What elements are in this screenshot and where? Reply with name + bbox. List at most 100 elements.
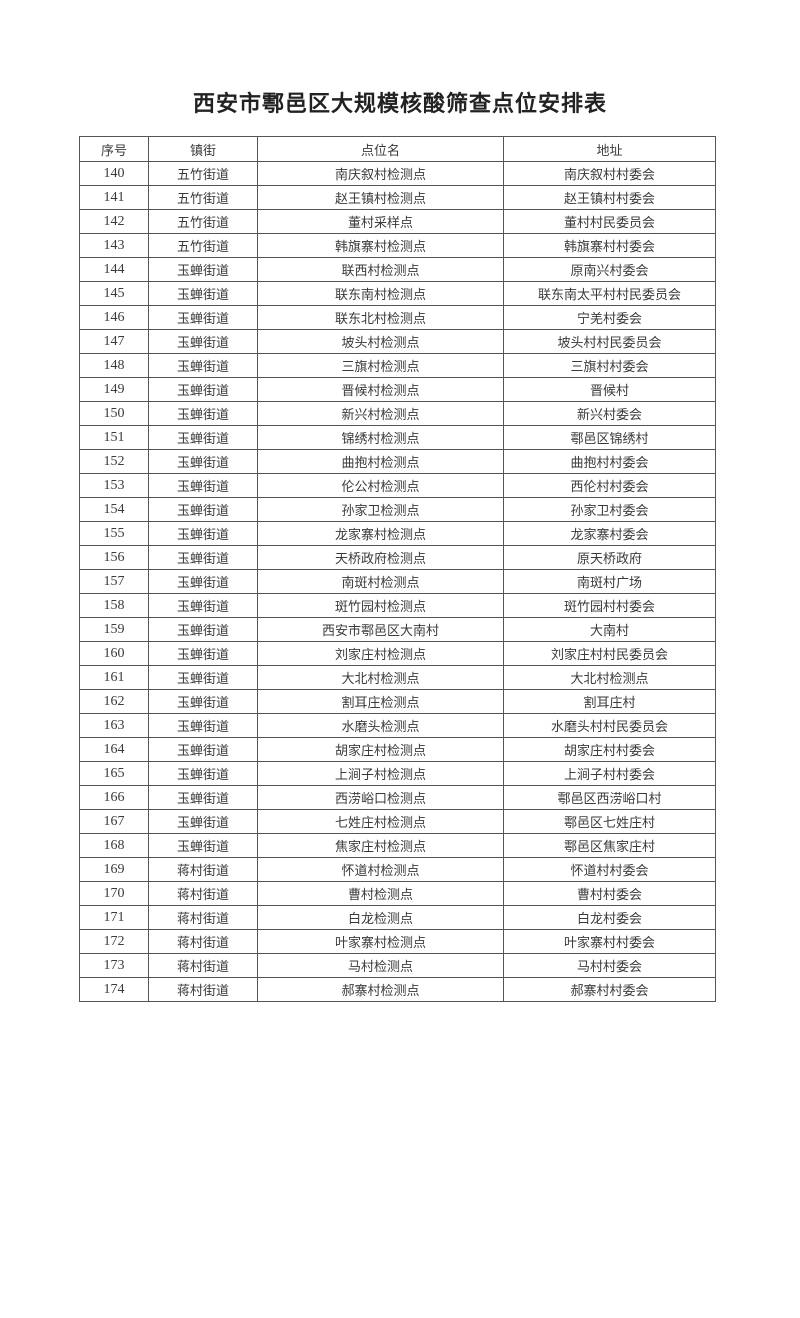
table-row: 168 玉蝉街道 焦家庄村检测点 鄠邑区焦家庄村: [79, 833, 716, 858]
cell-subdistrict: 五竹街道: [148, 185, 258, 210]
cell-address: 叶家寨村村委会: [503, 929, 716, 954]
cell-subdistrict: 玉蝉街道: [148, 569, 258, 594]
table-row: 174 蒋村街道 郝寨村检测点 郝寨村村委会: [79, 977, 716, 1002]
cell-index: 160: [79, 641, 149, 666]
cell-address: 南庆叙村村委会: [503, 161, 716, 186]
table-row: 163 玉蝉街道 水磨头检测点 水磨头村村民委员会: [79, 713, 716, 738]
cell-site-name: 南庆叙村检测点: [257, 161, 504, 186]
cell-address: 郝寨村村委会: [503, 977, 716, 1002]
cell-site-name: 刘家庄村检测点: [257, 641, 504, 666]
table-row: 160 玉蝉街道 刘家庄村检测点 刘家庄村村民委员会: [79, 641, 716, 666]
header-subdistrict: 镇街: [148, 136, 258, 162]
cell-site-name: 胡家庄村检测点: [257, 737, 504, 762]
table-row: 159 玉蝉街道 西安市鄠邑区大南村 大南村: [79, 617, 716, 642]
cell-site-name: 南斑村检测点: [257, 569, 504, 594]
cell-site-name: 西安市鄠邑区大南村: [257, 617, 504, 642]
cell-address: 马村村委会: [503, 953, 716, 978]
cell-site-name: 上涧子村检测点: [257, 761, 504, 786]
table-row: 165 玉蝉街道 上涧子村检测点 上涧子村村委会: [79, 761, 716, 786]
cell-subdistrict: 玉蝉街道: [148, 593, 258, 618]
cell-subdistrict: 玉蝉街道: [148, 449, 258, 474]
cell-index: 151: [79, 425, 149, 450]
cell-site-name: 锦绣村检测点: [257, 425, 504, 450]
cell-index: 154: [79, 497, 149, 522]
cell-address: 原天桥政府: [503, 545, 716, 570]
table-row: 155 玉蝉街道 龙家寨村检测点 龙家寨村委会: [79, 521, 716, 546]
cell-site-name: 天桥政府检测点: [257, 545, 504, 570]
cell-subdistrict: 玉蝉街道: [148, 257, 258, 282]
header-site-name: 点位名: [257, 136, 504, 162]
cell-address: 曲抱村村委会: [503, 449, 716, 474]
table-row: 153 玉蝉街道 伦公村检测点 西伦村村委会: [79, 473, 716, 498]
cell-index: 155: [79, 521, 149, 546]
table-row: 145 玉蝉街道 联东南村检测点 联东南太平村村民委员会: [79, 281, 716, 306]
table-row: 148 玉蝉街道 三旗村检测点 三旗村村委会: [79, 353, 716, 378]
cell-subdistrict: 五竹街道: [148, 233, 258, 258]
cell-index: 174: [79, 977, 149, 1002]
cell-site-name: 水磨头检测点: [257, 713, 504, 738]
cell-index: 164: [79, 737, 149, 762]
cell-subdistrict: 蒋村街道: [148, 977, 258, 1002]
cell-subdistrict: 玉蝉街道: [148, 617, 258, 642]
cell-index: 165: [79, 761, 149, 786]
cell-subdistrict: 玉蝉街道: [148, 281, 258, 306]
cell-subdistrict: 玉蝉街道: [148, 665, 258, 690]
cell-index: 168: [79, 833, 149, 858]
cell-site-name: 联西村检测点: [257, 257, 504, 282]
cell-address: 西伦村村委会: [503, 473, 716, 498]
cell-site-name: 赵王镇村检测点: [257, 185, 504, 210]
cell-address: 胡家庄村村委会: [503, 737, 716, 762]
cell-index: 153: [79, 473, 149, 498]
cell-address: 怀道村村委会: [503, 857, 716, 882]
cell-site-name: 怀道村检测点: [257, 857, 504, 882]
header-address: 地址: [503, 136, 716, 162]
cell-subdistrict: 玉蝉街道: [148, 377, 258, 402]
cell-site-name: 孙家卫检测点: [257, 497, 504, 522]
cell-site-name: 斑竹园村检测点: [257, 593, 504, 618]
cell-address: 曹村村委会: [503, 881, 716, 906]
cell-index: 163: [79, 713, 149, 738]
cell-subdistrict: 蒋村街道: [148, 857, 258, 882]
cell-subdistrict: 玉蝉街道: [148, 689, 258, 714]
table-row: 149 玉蝉街道 晋候村检测点 晋候村: [79, 377, 716, 402]
cell-site-name: 西涝峪口检测点: [257, 785, 504, 810]
cell-address: 鄠邑区焦家庄村: [503, 833, 716, 858]
cell-address: 白龙村委会: [503, 905, 716, 930]
table-row: 171 蒋村街道 白龙检测点 白龙村委会: [79, 905, 716, 930]
table-row: 146 玉蝉街道 联东北村检测点 宁羌村委会: [79, 305, 716, 330]
table-row: 167 玉蝉街道 七姓庄村检测点 鄠邑区七姓庄村: [79, 809, 716, 834]
cell-index: 172: [79, 929, 149, 954]
cell-subdistrict: 玉蝉街道: [148, 497, 258, 522]
cell-address: 孙家卫村委会: [503, 497, 716, 522]
cell-site-name: 郝寨村检测点: [257, 977, 504, 1002]
cell-subdistrict: 玉蝉街道: [148, 785, 258, 810]
cell-subdistrict: 玉蝉街道: [148, 329, 258, 354]
cell-index: 156: [79, 545, 149, 570]
cell-site-name: 焦家庄村检测点: [257, 833, 504, 858]
cell-address: 联东南太平村村民委员会: [503, 281, 716, 306]
cell-site-name: 马村检测点: [257, 953, 504, 978]
cell-site-name: 晋候村检测点: [257, 377, 504, 402]
table-row: 164 玉蝉街道 胡家庄村检测点 胡家庄村村委会: [79, 737, 716, 762]
cell-site-name: 叶家寨村检测点: [257, 929, 504, 954]
cell-subdistrict: 玉蝉街道: [148, 761, 258, 786]
cell-address: 新兴村委会: [503, 401, 716, 426]
cell-address: 鄠邑区西涝峪口村: [503, 785, 716, 810]
table-row: 141 五竹街道 赵王镇村检测点 赵王镇村村委会: [79, 185, 716, 210]
cell-index: 145: [79, 281, 149, 306]
table-row: 154 玉蝉街道 孙家卫检测点 孙家卫村委会: [79, 497, 716, 522]
cell-subdistrict: 玉蝉街道: [148, 353, 258, 378]
table-row: 157 玉蝉街道 南斑村检测点 南斑村广场: [79, 569, 716, 594]
cell-index: 143: [79, 233, 149, 258]
cell-index: 148: [79, 353, 149, 378]
cell-address: 三旗村村委会: [503, 353, 716, 378]
table-row: 170 蒋村街道 曹村检测点 曹村村委会: [79, 881, 716, 906]
cell-address: 南斑村广场: [503, 569, 716, 594]
cell-site-name: 白龙检测点: [257, 905, 504, 930]
cell-index: 169: [79, 857, 149, 882]
table-row: 142 五竹街道 董村采样点 董村村民委员会: [79, 209, 716, 234]
cell-subdistrict: 五竹街道: [148, 161, 258, 186]
cell-index: 141: [79, 185, 149, 210]
table-row: 166 玉蝉街道 西涝峪口检测点 鄠邑区西涝峪口村: [79, 785, 716, 810]
cell-site-name: 龙家寨村检测点: [257, 521, 504, 546]
